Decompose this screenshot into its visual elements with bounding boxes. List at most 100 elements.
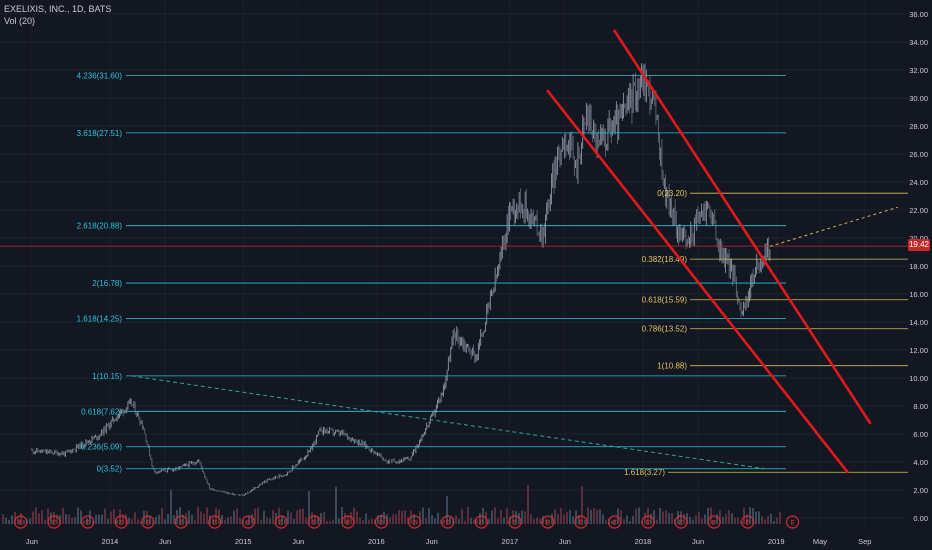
volume-bar [371, 518, 373, 524]
volume-bar [248, 516, 250, 524]
volume-bar [197, 507, 199, 524]
earnings-marker[interactable] [707, 515, 721, 529]
price-axis-tick-label: 22.00 [909, 206, 928, 215]
volume-bar [260, 519, 262, 524]
volume-bar [425, 517, 427, 524]
earnings-marker-letter: E [712, 520, 717, 527]
volume-bar [350, 512, 352, 524]
earnings-marker[interactable] [741, 515, 755, 529]
volume-bar [755, 511, 757, 524]
volume-bar [632, 516, 634, 524]
volume-bar [458, 519, 460, 524]
earnings-marker[interactable] [81, 515, 95, 529]
volume-bar [368, 519, 370, 524]
earnings-marker[interactable] [408, 515, 422, 529]
volume-bar [236, 508, 238, 524]
volume-bar [56, 514, 58, 524]
volume-bar [680, 511, 682, 524]
earnings-marker-letter: E [279, 520, 284, 527]
volume-bar [752, 508, 754, 524]
volume-bar [308, 491, 310, 524]
volume-bar [290, 512, 292, 524]
earnings-marker[interactable] [607, 515, 622, 529]
volume-bar [491, 510, 493, 524]
volume-bar [698, 512, 700, 524]
price-axis-tick-label: 10.00 [909, 374, 928, 383]
volume-bar [137, 519, 139, 524]
volume-bar [269, 518, 271, 524]
earnings-marker[interactable] [14, 515, 28, 529]
volume-bar [242, 519, 244, 524]
fib-extension-label: 2.618(20.88) [77, 222, 123, 231]
volume-bar [683, 513, 685, 524]
earnings-marker[interactable] [241, 515, 255, 529]
earnings-marker-letter: E [346, 520, 351, 527]
earnings-marker[interactable] [374, 515, 389, 529]
time-axis-tick-label: 2014 [102, 537, 119, 546]
volume-bar [323, 511, 325, 524]
volume-bar [635, 508, 637, 524]
volume-bar [302, 508, 304, 524]
earnings-marker[interactable] [174, 515, 188, 529]
volume-bar [578, 515, 580, 524]
volume-bar [116, 519, 118, 524]
earnings-marker[interactable] [641, 515, 655, 529]
earnings-marker[interactable] [441, 515, 455, 529]
earnings-marker[interactable] [141, 515, 155, 529]
volume-bar [359, 517, 361, 524]
earnings-marker[interactable] [785, 515, 800, 529]
volume-bar [629, 520, 631, 524]
fib-retracement-label: 0(23.20) [657, 189, 687, 198]
volume-bar [83, 520, 85, 524]
volume-bar [758, 511, 760, 524]
time-axis-tick-label: Sep [858, 537, 871, 546]
earnings-marker[interactable] [341, 515, 355, 529]
fib-extension-label: 4.236(31.60) [77, 72, 123, 81]
earnings-marker[interactable] [114, 515, 128, 529]
volume-bar [347, 516, 349, 524]
earnings-marker[interactable] [508, 515, 522, 529]
volume-bar [314, 514, 316, 524]
volume-bar [476, 519, 478, 524]
earnings-marker[interactable] [307, 515, 321, 529]
volume-bar [284, 519, 286, 524]
volume-bar [599, 509, 601, 524]
earnings-marker[interactable] [208, 515, 222, 529]
channel-lower-line[interactable] [546, 89, 849, 474]
volume-bar [731, 513, 733, 524]
price-axis-tick-label: 28.00 [909, 122, 928, 131]
volume-bar [536, 517, 538, 524]
volume-bar [569, 509, 571, 524]
volume-bar [770, 513, 772, 524]
earnings-marker[interactable] [574, 515, 588, 529]
volume-bar [35, 507, 37, 524]
volume-bar [380, 514, 382, 524]
time-axis-tick-label: Jun [26, 537, 38, 546]
volume-bar [149, 515, 151, 524]
volume-bar [560, 508, 562, 524]
volume-bar [281, 516, 283, 524]
earnings-marker[interactable] [541, 515, 555, 529]
earnings-marker[interactable] [474, 515, 488, 529]
earnings-marker[interactable] [47, 515, 61, 529]
dashed-trendline[interactable] [131, 375, 765, 470]
volume-bar [779, 511, 781, 524]
earnings-marker-letter: E [85, 520, 90, 527]
volume-bar [293, 519, 295, 524]
projection-line[interactable] [769, 206, 899, 247]
earnings-marker-letter: E [445, 520, 450, 527]
channel-upper-line[interactable] [613, 29, 872, 425]
price-axis-tick-label: 12.00 [909, 346, 928, 355]
volume-bar [581, 486, 583, 524]
volume-bar [611, 520, 613, 524]
price-axis-tick-label: 6.00 [913, 430, 928, 439]
volume-bar [446, 495, 448, 524]
time-axis-tick-label: Jun [692, 537, 704, 546]
earnings-marker[interactable] [274, 515, 288, 529]
volume-bar [479, 513, 481, 524]
volume-bar [401, 510, 403, 524]
volume-bar [47, 508, 49, 524]
fib-extension-label: 0(3.52) [97, 465, 123, 474]
earnings-marker[interactable] [674, 515, 688, 529]
